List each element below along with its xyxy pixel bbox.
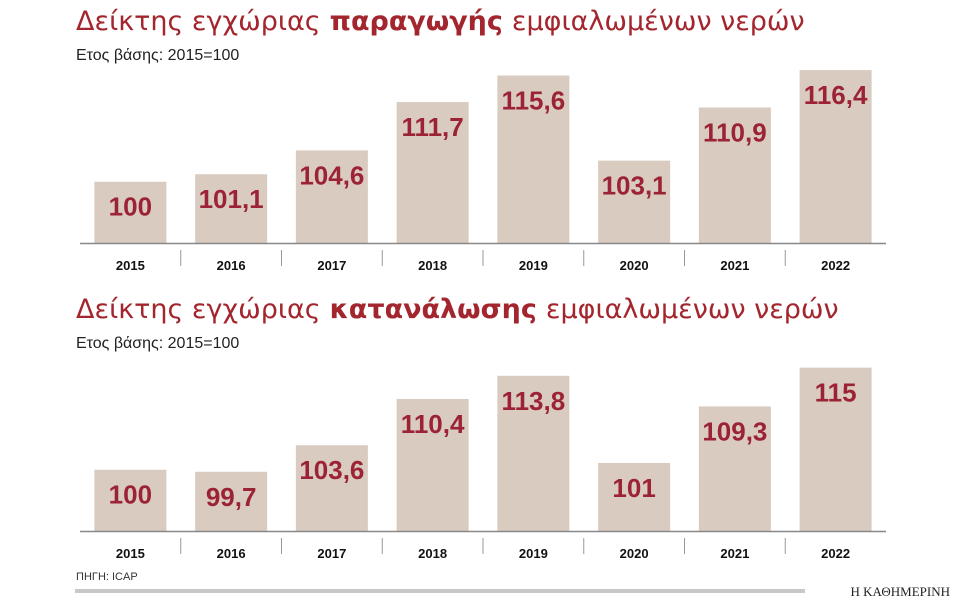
chart-title: Δείκτης εγχώριας κατανάλωσης εμφιαλωμένων … [76, 294, 839, 325]
x-tick-label: 2021 [720, 546, 749, 561]
value-label: 103,6 [299, 455, 364, 485]
x-tick-label: 2022 [821, 546, 850, 561]
value-label: 111,7 [402, 112, 464, 142]
value-label: 100 [109, 192, 152, 222]
x-tick-label: 2020 [620, 546, 649, 561]
bar [598, 462, 671, 531]
bar [396, 398, 469, 531]
bar [195, 174, 268, 243]
bar [94, 469, 167, 531]
bar [295, 150, 368, 243]
x-tick-label: 2016 [217, 258, 246, 273]
value-label: 116,4 [804, 80, 868, 110]
x-tick-label: 2016 [217, 546, 246, 561]
value-label: 100 [109, 480, 152, 510]
chart-subtitle: Ετος βάσης: 2015=100 [76, 47, 239, 64]
bar [799, 70, 872, 243]
x-tick-label: 2022 [821, 258, 850, 273]
bar [598, 160, 671, 243]
value-label: 104,6 [299, 160, 364, 190]
chart-title: Δείκτης εγχώριας παραγωγής εμφιαλωμένων νε… [76, 6, 805, 37]
value-label: 101,1 [199, 184, 264, 214]
title-part: εμφιαλωμένων νερών [546, 294, 839, 325]
x-tick-label: 2019 [519, 258, 548, 273]
title-part: Δείκτης εγχώριας [76, 6, 321, 37]
value-label: 99,7 [206, 482, 257, 512]
bar [698, 406, 771, 531]
value-label: 110,9 [703, 118, 767, 148]
bar [497, 75, 570, 244]
bar [295, 445, 368, 531]
x-tick-label: 2018 [418, 546, 447, 561]
x-tick-label: 2021 [720, 258, 749, 273]
value-label: 103,1 [602, 171, 667, 201]
x-tick-label: 2017 [317, 546, 346, 561]
x-tick-label: 2020 [620, 258, 649, 273]
bar [94, 181, 167, 243]
x-tick-label: 2015 [116, 258, 145, 273]
x-tick-label: 2015 [116, 546, 145, 561]
value-label: 115,6 [502, 86, 566, 116]
title-part: παραγωγής [330, 6, 503, 37]
value-label: 113,8 [502, 386, 566, 416]
bar [195, 471, 268, 531]
bar [698, 107, 771, 244]
x-tick-label: 2019 [519, 546, 548, 561]
value-label: 101 [612, 473, 655, 503]
title-part: εμφιαλωμένων νερών [512, 6, 805, 37]
chart-subtitle: Ετος βάσης: 2015=100 [76, 335, 239, 352]
bar [799, 367, 872, 531]
source: ΠΗΓΗ: ICAP [76, 571, 138, 583]
bar [396, 102, 469, 243]
title-part: Δείκτης εγχώριας [76, 294, 321, 325]
value-label: 110,4 [401, 409, 465, 439]
x-tick-label: 2018 [418, 258, 447, 273]
value-label: 115 [815, 378, 857, 408]
title-part: κατανάλωσης [330, 294, 537, 325]
bar [497, 375, 570, 531]
value-label: 109,3 [702, 416, 767, 446]
x-tick-label: 2017 [317, 258, 346, 273]
credit: Η ΚΑΘΗΜΕΡΙΝΗ [851, 584, 951, 599]
